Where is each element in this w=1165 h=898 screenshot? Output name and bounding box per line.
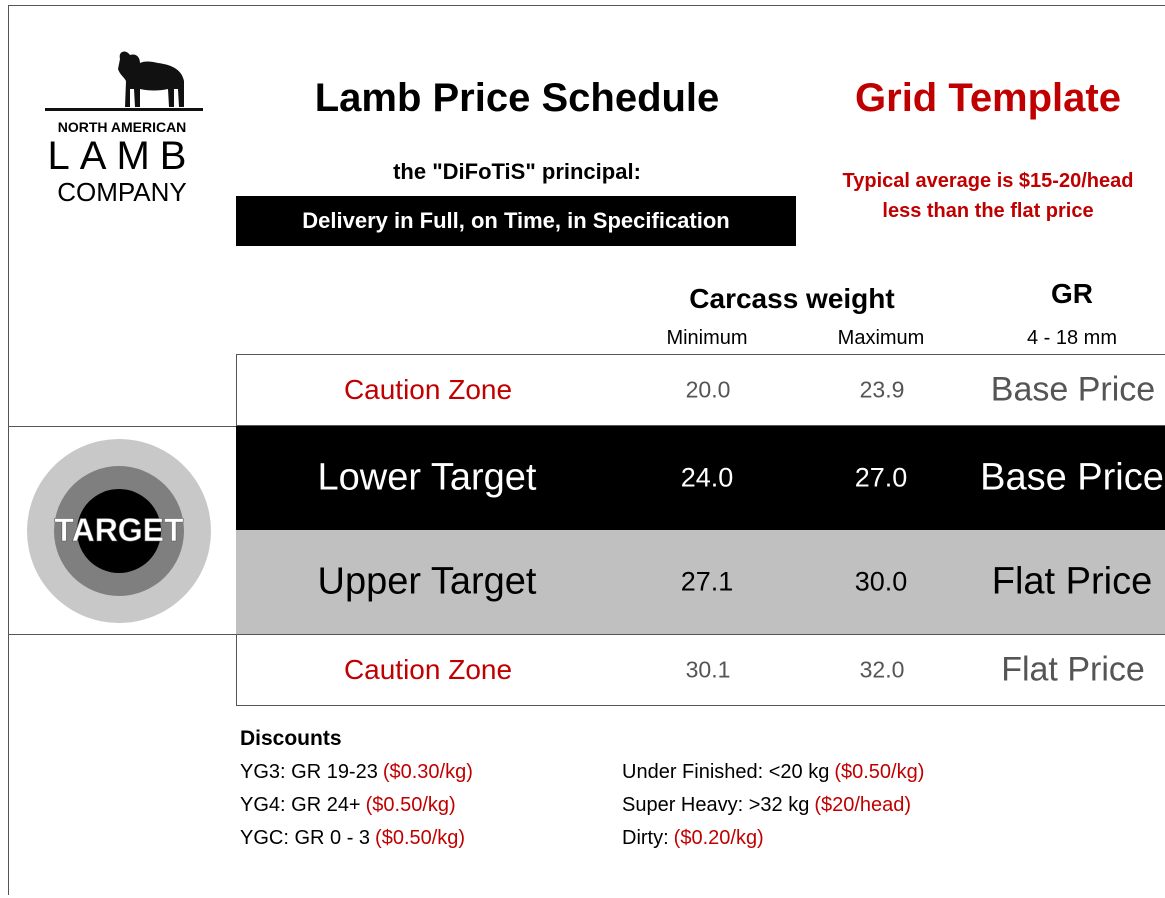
discount-line: YGC: GR 0 - 3 ($0.50/kg) [240, 827, 465, 850]
discount-amount: ($0.30/kg) [382, 761, 473, 783]
zone-cell: Caution Zone [343, 374, 513, 405]
min-cell: 30.1 [685, 656, 731, 683]
zone-cell: Upper Target [317, 560, 537, 603]
discount-amount: ($0.50/kg) [834, 761, 925, 783]
min-cell: 27.1 [680, 566, 734, 597]
frame-top [8, 5, 1165, 6]
discount-text: Dirty: [622, 827, 669, 849]
table-row: Upper Target 27.1 30.0 Flat Price [236, 530, 1165, 634]
discount-line: Under Finished: <20 kg ($0.50/kg) [622, 761, 924, 784]
discount-text: YG4: GR 24+ [240, 794, 361, 816]
logo-sheep [45, 51, 203, 111]
discount-amount: ($0.50/kg) [365, 794, 456, 816]
gr-header: GR [1051, 278, 1093, 309]
discount-text: YG3: GR 19-23 [240, 761, 378, 783]
principle: the "DiFoTiS" principal: [393, 159, 641, 184]
price-cell: Flat Price [1001, 650, 1145, 689]
discount-line: Super Heavy: >32 kg ($20/head) [622, 794, 911, 817]
banner: Delivery in Full, on Time, in Specificat… [236, 196, 796, 246]
price-cell: Base Price [980, 456, 1164, 499]
discount-line: Dirty: ($0.20/kg) [622, 827, 764, 850]
discounts-title: Discounts [240, 727, 342, 750]
logo-line3: COMPANY [57, 177, 187, 207]
price-cell: Flat Price [991, 560, 1153, 603]
discount-line: YG4: GR 24+ ($0.50/kg) [240, 794, 456, 817]
subtitle: Grid Template [855, 76, 1121, 120]
divider [8, 426, 236, 427]
discount-amount: ($0.50/kg) [375, 827, 466, 849]
max-header: Maximum [837, 327, 925, 349]
note-line: Typical average is $15-20/head [842, 170, 1134, 192]
max-cell: 27.0 [854, 462, 908, 493]
target-icon: TARGET [27, 439, 211, 623]
max-cell: 32.0 [859, 656, 905, 683]
min-header: Minimum [666, 327, 748, 349]
logo-line1: NORTH AMERICAN [57, 119, 187, 135]
title: Lamb Price Schedule [314, 76, 720, 120]
zone-cell: Caution Zone [343, 654, 513, 685]
target-label: TARGET [54, 512, 184, 548]
table-row: Caution Zone 30.1 32.0 Flat Price [236, 634, 1165, 706]
min-cell: 24.0 [680, 462, 734, 493]
price-cell: Base Price [990, 370, 1156, 409]
logo-line2: LAMB [47, 134, 197, 178]
weight-header: Carcass weight [689, 283, 895, 314]
table-row: Caution Zone 20.0 23.9 Base Price [236, 354, 1165, 426]
table-row: Lower Target 24.0 27.0 Base Price [236, 426, 1165, 530]
zone-cell: Lower Target [317, 456, 537, 499]
discount-amount: ($20/head) [814, 794, 912, 816]
frame-left [8, 5, 9, 895]
min-cell: 20.0 [685, 376, 731, 403]
max-cell: 30.0 [854, 566, 908, 597]
discount-text: Super Heavy: >32 kg [622, 794, 810, 816]
discount-line: YG3: GR 19-23 ($0.30/kg) [240, 761, 473, 784]
discount-amount: ($0.20/kg) [673, 827, 764, 849]
discount-text: Under Finished: <20 kg [622, 761, 830, 783]
divider [8, 634, 236, 635]
gr-range: 4 - 18 mm [1026, 327, 1118, 349]
max-cell: 23.9 [859, 376, 905, 403]
discount-text: YGC: GR 0 - 3 [240, 827, 371, 849]
note-line: less than the flat price [882, 200, 1094, 222]
